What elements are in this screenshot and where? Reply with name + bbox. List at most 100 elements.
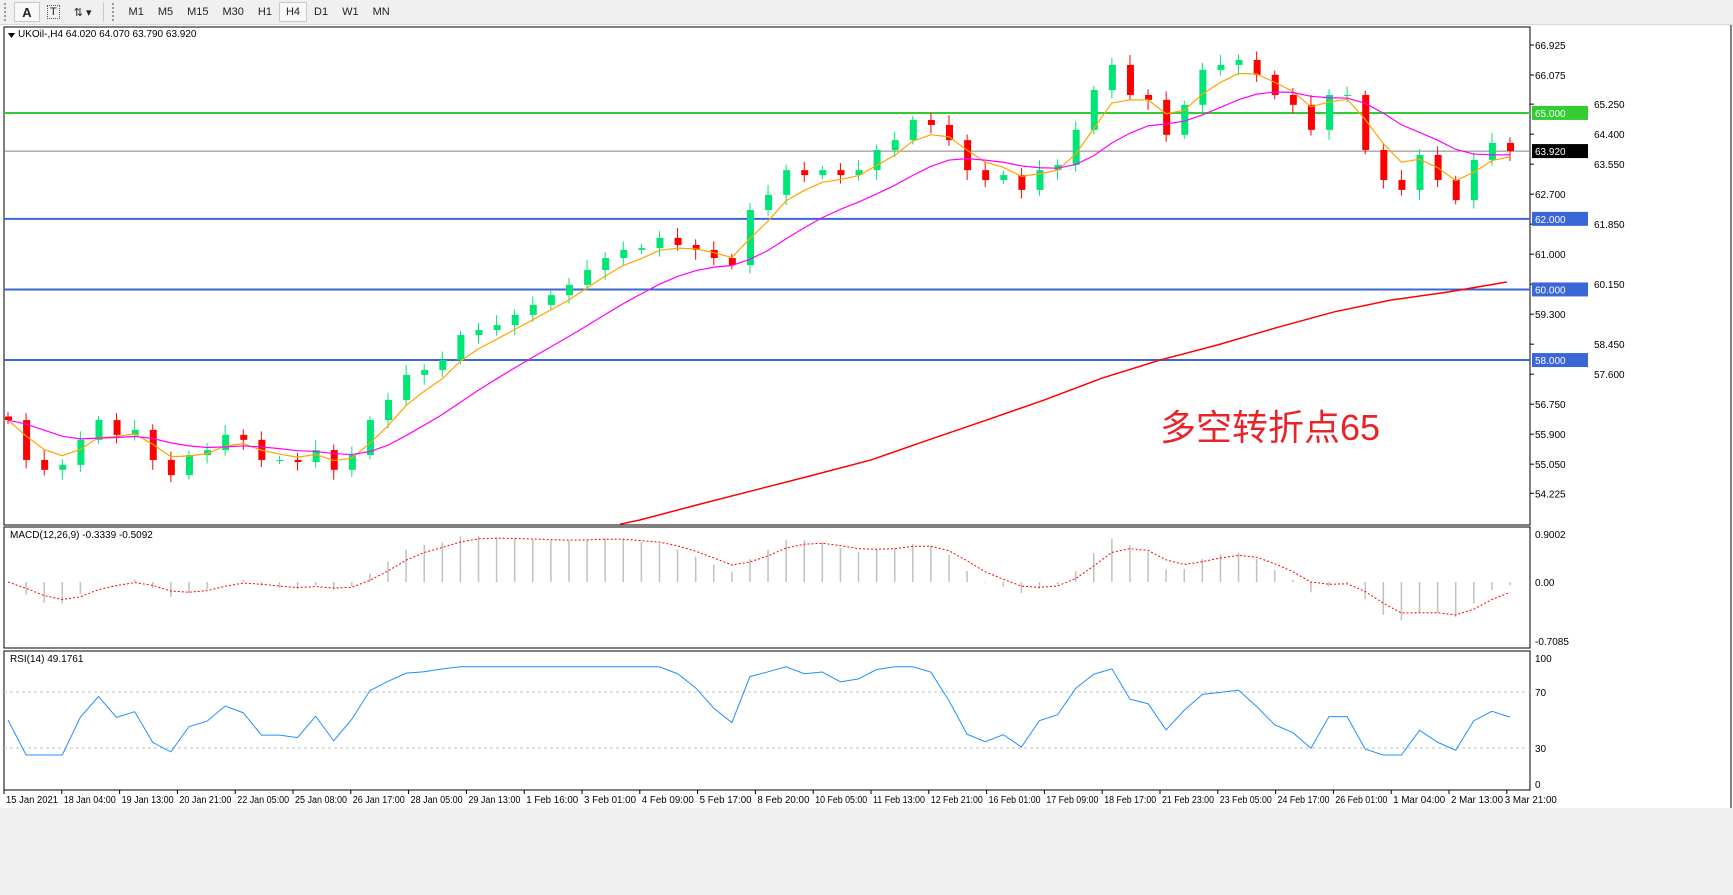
time-label: 4 Feb 09:00	[642, 795, 694, 806]
chart-header: UKOil-,H4 64.020 64.070 63.790 63.920	[18, 29, 197, 40]
price-tick-label: 60.150	[1594, 280, 1625, 291]
price-tick-label: 64.400	[1594, 130, 1625, 141]
time-label: 24 Feb 17:00	[1278, 795, 1330, 806]
candle-bull	[584, 270, 592, 285]
timeframe-w1[interactable]: W1	[342, 6, 359, 18]
candle-bear	[982, 170, 990, 181]
toolbar: A T ⇅ ▾ M1 M5 M15 M30 H1 H4 D1 W1 MN	[0, 0, 1733, 25]
candle-bear	[294, 459, 302, 463]
time-label: 20 Jan 21:00	[179, 795, 231, 806]
candle-bull	[493, 325, 501, 331]
macd-tick-label: 0.00	[1535, 578, 1555, 589]
chart-canvas[interactable]: 66.925 66.075 65.250 64.400 63.550 62.700 61.8…	[0, 25, 1733, 895]
candle-bull	[475, 330, 483, 335]
time-label: 19 Jan 13:00	[122, 795, 174, 806]
timeframe-h1[interactable]: H1	[257, 6, 272, 18]
candle-bull	[765, 194, 773, 211]
text-label-button[interactable]: T	[40, 2, 67, 22]
candle-bear	[167, 459, 175, 476]
candle-bear	[1126, 64, 1134, 95]
price-tick-label: 58.450	[1594, 340, 1625, 351]
candle-bull	[638, 248, 646, 250]
text-box-icon: T	[47, 5, 60, 19]
timeframe-m5[interactable]: M5	[157, 6, 174, 18]
toolbar-grip[interactable]	[4, 3, 10, 21]
candle-bull	[855, 170, 863, 176]
rsi-label: RSI(14) 49.1761	[10, 654, 84, 665]
time-label: 21 Feb 23:00	[1162, 795, 1214, 806]
macd-tick-label: -0.7085	[1535, 637, 1569, 648]
level-price-label: 62.000	[1535, 215, 1566, 226]
candle-bear	[1253, 60, 1261, 75]
price-tick-label: 55.050	[1535, 460, 1566, 471]
toolbar-separator	[102, 2, 104, 22]
macd-label: MACD(12,26,9) -0.3339 -0.5092	[10, 530, 153, 541]
candle-bull	[421, 369, 429, 375]
candle-bull	[131, 429, 139, 435]
current-price-label: 63.920	[1535, 147, 1566, 158]
candle-bear	[113, 420, 121, 435]
timeframe-mn[interactable]: MN	[372, 6, 390, 18]
candle-bull	[1326, 94, 1334, 130]
candle-bull	[819, 170, 827, 176]
timeframe-d1[interactable]: D1	[314, 6, 329, 18]
timeframe-m1[interactable]: M1	[128, 6, 144, 18]
candle-bull	[909, 120, 917, 141]
candle-bull	[783, 170, 791, 195]
candle-bear	[5, 416, 12, 421]
candle-bull	[1470, 159, 1478, 201]
candle-bull	[529, 304, 537, 315]
timeframe-m30[interactable]: M30	[222, 6, 244, 18]
rsi-line	[7, 666, 1511, 756]
time-label: 1 Mar 04:00	[1393, 795, 1445, 806]
candle-bull	[385, 399, 393, 421]
price-tick-label: 66.925	[1535, 41, 1566, 52]
time-label: 26 Feb 01:00	[1335, 795, 1387, 806]
time-label: 18 Feb 17:00	[1104, 795, 1156, 806]
time-label: 8 Feb 20:00	[757, 795, 809, 806]
level-price-label: 60.000	[1535, 285, 1566, 296]
time-label: 3 Feb 01:00	[584, 795, 636, 806]
time-label: 5 Feb 17:00	[700, 795, 752, 806]
candle-bear	[674, 237, 682, 245]
candle-bull	[1199, 69, 1207, 105]
time-label: 25 Jan 08:00	[295, 795, 347, 806]
annotation-text: 多空转折点65	[1160, 407, 1380, 448]
candle-bull	[457, 334, 465, 361]
candle-bull	[204, 450, 212, 456]
candle-bull	[1036, 170, 1044, 190]
toolbar-grip[interactable]	[111, 3, 118, 21]
ma-long-line	[619, 281, 1507, 525]
candle-bull	[95, 420, 103, 440]
candle-bear	[1018, 175, 1026, 190]
price-tick-label: 54.225	[1535, 489, 1566, 500]
level-price-badge	[1532, 105, 1588, 120]
timeframe-m15[interactable]: M15	[187, 6, 209, 18]
ma-mid-line	[7, 91, 1511, 456]
time-label: 11 Feb 13:00	[873, 795, 925, 806]
timeframe-h4[interactable]: H4	[278, 2, 308, 22]
time-label: 15 Jan 2021	[6, 795, 58, 806]
candle-bull	[656, 237, 664, 249]
candle-bull	[1217, 64, 1225, 70]
time-label: 2 Mar 13:00	[1451, 795, 1503, 806]
candle-bull	[602, 258, 610, 271]
candle-bear	[728, 258, 736, 266]
price-tick-label: 61.000	[1535, 250, 1566, 261]
time-label: 18 Jan 04:00	[64, 795, 116, 806]
candle-bear	[801, 170, 809, 176]
time-label: 1 Feb 16:00	[526, 795, 578, 806]
level-price-badge	[1532, 211, 1588, 226]
chart-background	[0, 25, 1733, 895]
font-a-button[interactable]: A	[14, 2, 40, 22]
timeframe-group: M1 M5 M15 M30 H1 H4 D1 W1 MN	[122, 2, 397, 22]
arrows-button[interactable]: ⇅ ▾	[67, 2, 99, 22]
candle-bear	[1271, 74, 1279, 95]
candle-bull	[1181, 104, 1189, 135]
price-tick-label: 62.700	[1535, 190, 1566, 201]
price-tick-label: 61.850	[1594, 220, 1625, 231]
symbol-dropdown-icon[interactable]	[8, 33, 15, 38]
candle-bull	[511, 314, 519, 326]
candle-bull	[403, 374, 411, 400]
candle-bear	[1145, 94, 1153, 100]
